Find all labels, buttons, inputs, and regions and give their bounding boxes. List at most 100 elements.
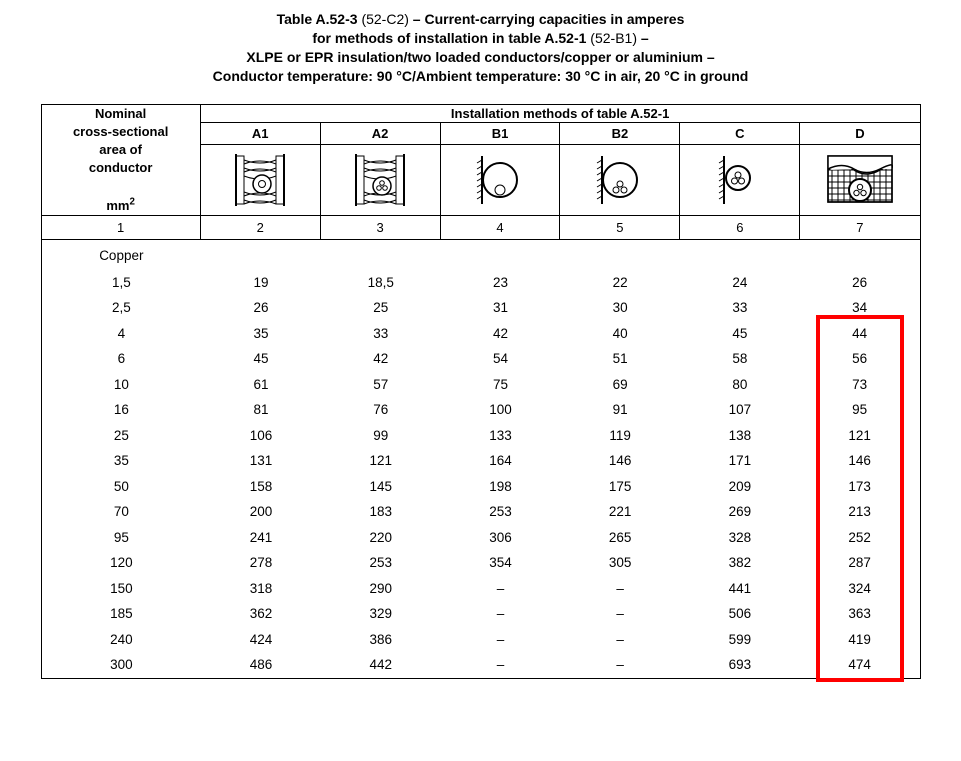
rowhead-l2: cross-sectional [73,124,168,139]
value-cell: 81 [201,397,321,423]
value-cell: 290 [321,576,441,602]
method-icon-A1 [200,145,320,216]
value-cell: 107 [680,397,800,423]
value-cell: 69 [560,372,680,398]
value-cell: – [441,601,561,627]
title-ref2: (52-B1) [590,30,637,46]
value-cell: 164 [441,448,561,474]
size-cell: 50 [42,474,202,500]
title-ref1: (52-C2) [361,11,408,27]
wall-multi-icon [350,150,410,210]
value-cell: – [441,576,561,602]
title-tail1: – Current-carrying capacities in amperes [413,11,685,27]
value-cell: 24 [680,270,800,296]
rowhead-cell: Nominal cross-sectional area of conducto… [41,104,200,215]
rowhead-l3: area of [99,142,142,157]
table-row: 1,51918,523222426 [42,270,920,296]
size-cell: 4 [42,321,202,347]
value-cell: 42 [441,321,561,347]
value-cell: 324 [800,576,920,602]
value-cell: 328 [680,525,800,551]
value-cell: 363 [800,601,920,627]
colnum-1: 1 [41,216,200,240]
value-cell: 91 [560,397,680,423]
conduit-multi-icon [590,150,650,210]
value-cell: 306 [441,525,561,551]
value-cell: 198 [441,474,561,500]
table-row: 2510699133119138121 [42,423,920,449]
value-cell: 30 [560,295,680,321]
value-cell: 61 [201,372,321,398]
value-cell: 220 [321,525,441,551]
value-cell: 19 [201,270,321,296]
size-cell: 6 [42,346,202,372]
size-cell: 35 [42,448,202,474]
title-line2a: for methods of installation in table A.5… [312,30,586,46]
method-col-C: C [680,122,800,144]
value-cell: 100 [441,397,561,423]
value-cell: 158 [201,474,321,500]
surface-cable-icon [710,150,770,210]
value-cell: 200 [201,499,321,525]
value-cell: 175 [560,474,680,500]
value-cell: 18,5 [321,270,441,296]
rowhead-l4: conductor [89,160,153,175]
value-cell: 75 [441,372,561,398]
value-cell: 354 [441,550,561,576]
value-cell: – [560,627,680,653]
value-cell: 57 [321,372,441,398]
table-row: 6454254515856 [42,346,920,372]
value-cell: 51 [560,346,680,372]
table-row: 2,5262531303334 [42,295,920,321]
colnum-4: 4 [440,216,560,240]
value-cell: 56 [800,346,920,372]
value-cell: 26 [800,270,920,296]
data-inner-table: Copper 1,51918,5232224262,52625313033344… [42,240,920,678]
value-cell: 76 [321,397,441,423]
value-cell: 265 [560,525,680,551]
size-cell: 16 [42,397,202,423]
value-cell: 42 [321,346,441,372]
value-cell: 173 [800,474,920,500]
table-row: 35131121164146171146 [42,448,920,474]
method-icon-C [680,145,800,216]
value-cell: – [441,652,561,678]
size-cell: 2,5 [42,295,202,321]
value-cell: 693 [680,652,800,678]
buried-cable-icon [824,150,896,210]
value-cell: 99 [321,423,441,449]
value-cell: – [560,576,680,602]
title-line3: XLPE or EPR insulation/two loaded conduc… [246,49,714,65]
value-cell: 58 [680,346,800,372]
value-cell: 278 [201,550,321,576]
value-cell: 146 [560,448,680,474]
value-cell: 95 [800,397,920,423]
value-cell: 318 [201,576,321,602]
value-cell: 138 [680,423,800,449]
value-cell: 33 [321,321,441,347]
value-cell: 33 [680,295,800,321]
method-col-D: D [800,122,920,144]
value-cell: 146 [800,448,920,474]
value-cell: 382 [680,550,800,576]
table-title: Table A.52-3 (52-C2) – Current-carrying … [20,10,941,86]
value-cell: 80 [680,372,800,398]
colnum-6: 6 [680,216,800,240]
table-row: 185362329––506363 [42,601,920,627]
method-col-B1: B1 [440,122,560,144]
value-cell: 25 [321,295,441,321]
value-cell: 486 [201,652,321,678]
size-cell: 300 [42,652,202,678]
value-cell: 419 [800,627,920,653]
table-row: 240424386––599419 [42,627,920,653]
colnum-5: 5 [560,216,680,240]
value-cell: 26 [201,295,321,321]
colnum-2: 2 [200,216,320,240]
value-cell: 106 [201,423,321,449]
column-number-row: 1 2 3 4 5 6 7 [41,216,920,240]
value-cell: 474 [800,652,920,678]
value-cell: 362 [201,601,321,627]
method-col-A2: A2 [320,122,440,144]
colnum-3: 3 [320,216,440,240]
size-cell: 10 [42,372,202,398]
